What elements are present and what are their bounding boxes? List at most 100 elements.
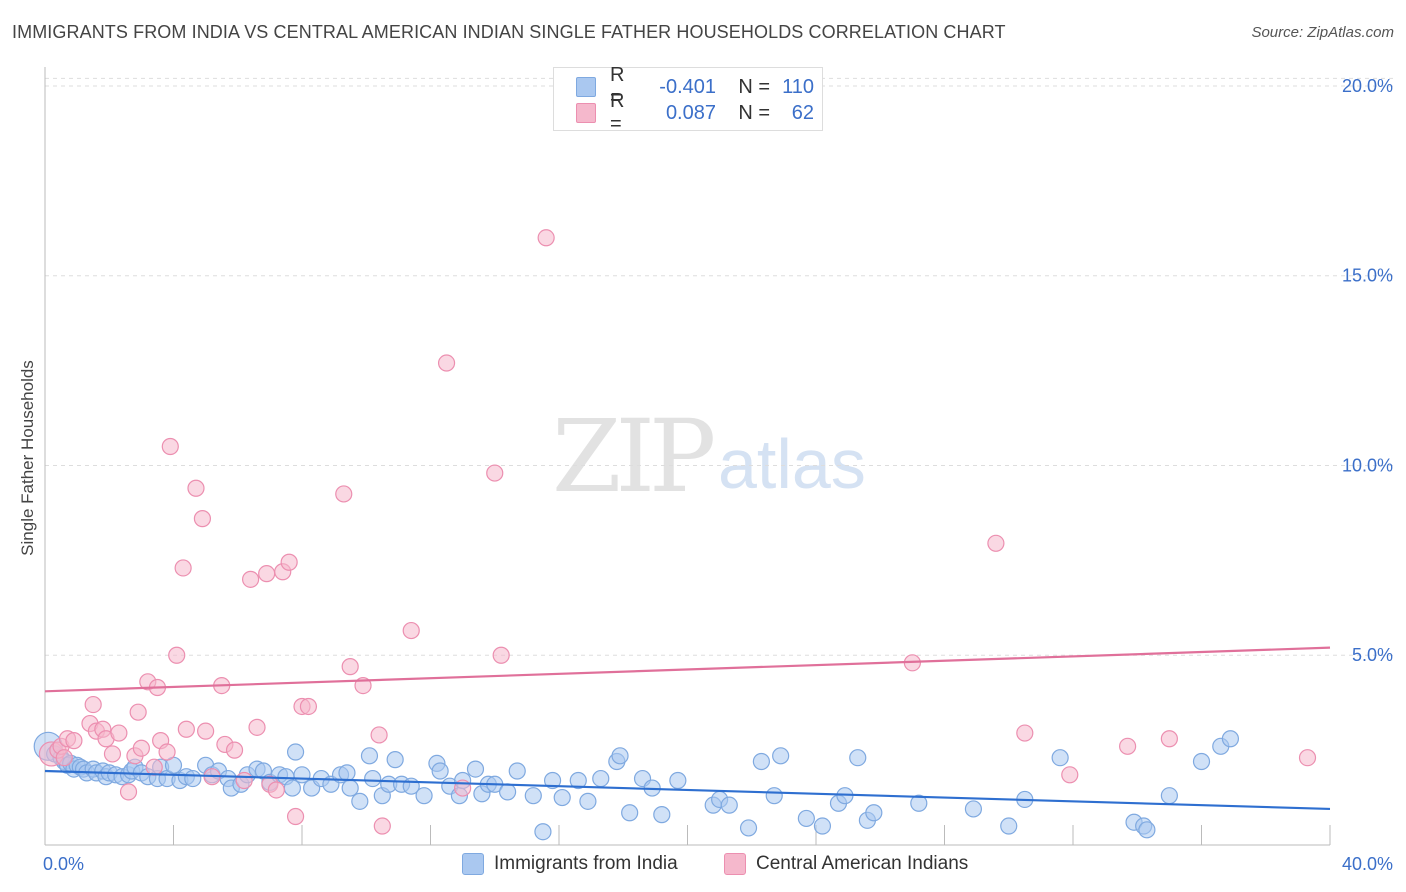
central-american-trend-line (44, 646, 1331, 693)
central-american-point (437, 354, 456, 372)
india-point (431, 762, 449, 780)
india-point (579, 792, 597, 810)
india-point (364, 769, 382, 788)
central-american-point (335, 485, 353, 503)
india-point (415, 787, 433, 805)
india-point (865, 804, 883, 822)
central-american-point (55, 749, 73, 767)
central-american-point (103, 745, 122, 763)
central-american-point (174, 559, 192, 577)
india-point (338, 764, 356, 782)
legend-r-label: R = (610, 64, 625, 109)
bottom-legend-swatch-india (462, 853, 484, 875)
central-american-point (299, 697, 318, 716)
india-point (386, 751, 404, 769)
central-american-point (258, 565, 276, 583)
central-american-point (119, 783, 138, 801)
central-american-point (235, 771, 253, 790)
india-point (621, 804, 639, 822)
central-american-point (84, 695, 102, 714)
legend-n-value: 110 (782, 75, 814, 98)
central-american-point (187, 479, 205, 497)
central-american-point (158, 743, 176, 761)
central-american-point (225, 741, 244, 759)
central-american-point (1119, 737, 1137, 755)
legend-swatch-central-american (576, 103, 596, 123)
central-american-point (373, 817, 391, 835)
india-point (772, 747, 790, 765)
india-point (283, 779, 301, 797)
legend-n-label: N = (738, 101, 770, 124)
central-american-point (197, 722, 215, 740)
bottom-legend-central-american: Central American Indians (724, 852, 968, 876)
central-american-point (110, 724, 128, 742)
central-american-point (492, 646, 510, 664)
central-american-point (177, 720, 195, 738)
india-point (524, 787, 542, 805)
central-american-point (267, 781, 285, 799)
central-american-point (161, 437, 179, 456)
legend-n-value: 62 (791, 101, 814, 124)
india-point (360, 747, 379, 765)
watermark-zip: ZIP (552, 398, 716, 515)
india-point (910, 794, 928, 812)
y-tick-label: 20.0% (1342, 76, 1393, 96)
central-american-point (132, 739, 150, 757)
india-point (611, 747, 629, 765)
india-point (184, 769, 202, 788)
india-point (1051, 749, 1069, 767)
india-point (1160, 787, 1178, 805)
source-label: Source: ZipAtlas.com (1251, 24, 1394, 41)
central-american-point (402, 621, 420, 640)
bottom-legend-india: Immigrants from India (462, 852, 678, 876)
india-point (1000, 817, 1018, 835)
central-american-point (65, 732, 83, 750)
legend-swatch-india (576, 77, 596, 97)
central-american-point (193, 510, 212, 528)
bottom-legend-swatch-central-american (724, 853, 746, 875)
india-point (849, 749, 867, 767)
y-tick-label: 10.0% (1342, 455, 1393, 475)
central-american-point (168, 646, 186, 664)
india-point (765, 787, 783, 805)
x-tick-label: 0.0% (43, 854, 84, 874)
india-point (1221, 730, 1240, 748)
india-point (592, 769, 610, 788)
india-point (797, 809, 815, 828)
y-tick-label: 15.0% (1342, 266, 1393, 286)
legend-r-value: -0.401 (659, 75, 716, 98)
central-american-point (1016, 724, 1034, 742)
india-point (499, 783, 517, 801)
central-american-point (1298, 749, 1317, 767)
india-point (1138, 821, 1156, 839)
central-american-point (280, 553, 298, 571)
india-point (543, 771, 562, 790)
india-trend-line (44, 769, 1331, 811)
central-american-point (145, 758, 163, 776)
central-american-point (242, 570, 260, 588)
india-point (1192, 752, 1211, 771)
bottom-legend-label-india: Immigrants from India (494, 853, 678, 874)
india-point (341, 779, 359, 797)
legend-row-central-american: R = 0.087 N = 62 (576, 90, 814, 135)
central-american-point (987, 534, 1005, 552)
bottom-legend-label-central-american: Central American Indians (756, 853, 969, 874)
india-point (508, 762, 526, 780)
india-point (351, 792, 369, 810)
india-point (286, 743, 305, 761)
india-point (466, 760, 485, 778)
y-tick-label: 5.0% (1352, 645, 1393, 665)
india-point (293, 766, 311, 784)
central-american-point (1061, 766, 1079, 784)
correlation-legend: R = -0.401 N = 110 R = 0.087 N = 62 (553, 64, 823, 135)
india-point (653, 806, 671, 824)
india-point (964, 800, 983, 818)
central-american-point (129, 703, 147, 721)
central-american-point (341, 658, 359, 676)
central-american-point (248, 718, 266, 736)
legend-r-value: 0.087 (665, 101, 716, 124)
india-point (534, 823, 552, 841)
legend-row-india: R = -0.401 N = 110 (576, 64, 814, 109)
watermark-atlas: atlas (718, 425, 866, 503)
